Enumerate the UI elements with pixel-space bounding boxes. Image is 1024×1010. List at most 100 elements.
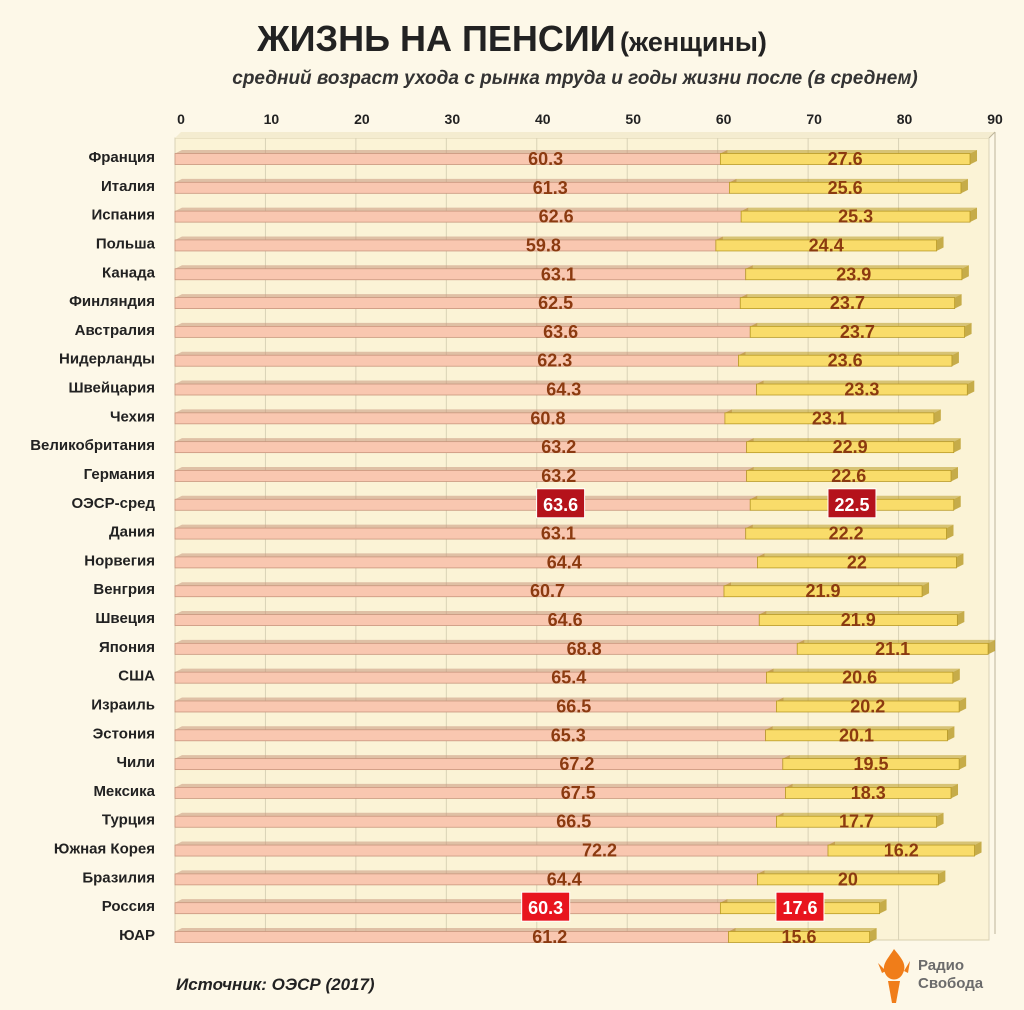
years-value-label: 21.1 bbox=[875, 639, 910, 659]
years-bar-side bbox=[967, 380, 975, 396]
age-value-label: 60.7 bbox=[530, 581, 565, 601]
years-bar-front bbox=[827, 844, 975, 857]
torch-flame-icon bbox=[878, 949, 910, 1003]
age-value-label: 62.5 bbox=[538, 293, 573, 313]
x-tick-label: 10 bbox=[264, 111, 280, 127]
x-tick-label: 30 bbox=[445, 111, 461, 127]
age-bar-front bbox=[174, 614, 760, 626]
age-bar-front bbox=[174, 181, 730, 194]
age-value-label: 67.5 bbox=[561, 783, 596, 803]
years-bar-top bbox=[738, 351, 959, 356]
years-value-label: 25.6 bbox=[828, 178, 863, 198]
years-bar bbox=[719, 150, 978, 165]
years-bar-side bbox=[951, 466, 959, 482]
years-bar-side bbox=[936, 236, 944, 251]
years-bar-top bbox=[746, 438, 961, 442]
years-bar bbox=[728, 928, 877, 943]
category-label: Польша bbox=[96, 235, 156, 252]
age-bar-top bbox=[175, 553, 765, 557]
age-bar bbox=[174, 697, 784, 713]
age-bar-front bbox=[174, 931, 729, 943]
age-bar bbox=[174, 150, 728, 165]
years-bar bbox=[756, 380, 975, 396]
age-bar-front bbox=[174, 153, 721, 165]
years-value-label: 23.7 bbox=[830, 293, 865, 313]
years-bar-side bbox=[956, 553, 964, 568]
logo-line2: Свобода bbox=[918, 975, 984, 992]
age-bar-top bbox=[175, 495, 758, 500]
age-bar-top bbox=[175, 783, 793, 788]
age-bar-top bbox=[175, 265, 753, 269]
years-bar-front bbox=[776, 815, 937, 828]
age-value-label-badge bbox=[536, 488, 586, 519]
years-bar-side bbox=[946, 524, 954, 540]
years-bar-side bbox=[952, 668, 960, 684]
years-bar-top bbox=[828, 841, 982, 846]
category-label: Россия bbox=[102, 898, 155, 915]
years-bar-side bbox=[936, 812, 944, 828]
age-bar-top bbox=[175, 409, 732, 413]
years-value-label: 21.9 bbox=[841, 610, 876, 630]
age-bar-top bbox=[175, 928, 736, 932]
age-bar bbox=[174, 351, 746, 367]
age-bar-front bbox=[174, 585, 725, 598]
years-bar-front bbox=[719, 153, 971, 165]
years-bar-top bbox=[776, 697, 967, 701]
years-bar-front bbox=[745, 527, 947, 540]
years-bar bbox=[740, 207, 978, 223]
years-bar bbox=[715, 236, 944, 252]
age-bar bbox=[174, 236, 723, 252]
category-label: Дания bbox=[109, 524, 155, 541]
years-bar-top bbox=[759, 611, 965, 615]
age-bar bbox=[174, 639, 805, 655]
years-bar-side bbox=[959, 755, 967, 770]
x-tick-label: 50 bbox=[625, 111, 641, 127]
age-bar-top bbox=[175, 322, 758, 327]
age-bar-front bbox=[174, 268, 747, 281]
years-value-label: 23.6 bbox=[828, 351, 863, 371]
age-value-label: 60.8 bbox=[530, 408, 565, 428]
years-bar-side bbox=[922, 582, 930, 597]
age-bar bbox=[174, 294, 748, 309]
years-bar-front bbox=[758, 614, 958, 626]
category-label: Мексика bbox=[93, 783, 155, 800]
years-bar-top bbox=[720, 150, 978, 154]
age-value-label: 63.6 bbox=[543, 495, 578, 515]
category-label: Нидерланды bbox=[59, 351, 155, 368]
age-value-label: 67.2 bbox=[559, 754, 594, 774]
years-bar-side bbox=[951, 783, 959, 799]
years-bar bbox=[745, 524, 954, 540]
age-bar bbox=[174, 726, 773, 742]
years-bar-front bbox=[776, 700, 960, 713]
years-bar-front bbox=[740, 210, 971, 223]
age-bar bbox=[174, 466, 754, 482]
years-value-label: 15.6 bbox=[782, 927, 817, 947]
years-bar-side bbox=[970, 150, 978, 165]
age-bar-front bbox=[174, 787, 786, 799]
chart-subtitle: средний возраст ухода с рынка труда и го… bbox=[232, 68, 918, 89]
years-bar bbox=[757, 553, 964, 569]
years-bar bbox=[745, 265, 969, 281]
years-value-label: 23.9 bbox=[836, 264, 871, 284]
years-bar bbox=[723, 582, 930, 598]
age-bar-front bbox=[174, 844, 829, 857]
chart-title-block: ЖИЗНЬ НА ПЕНСИИ (женщины) bbox=[0, 18, 1024, 60]
years-bar-side bbox=[959, 697, 967, 712]
age-bar-top bbox=[175, 755, 790, 759]
age-bar-top bbox=[175, 294, 748, 298]
age-bar-front bbox=[174, 729, 767, 742]
age-bar bbox=[174, 668, 774, 684]
age-bar bbox=[174, 928, 736, 943]
years-bar-front bbox=[745, 268, 963, 281]
age-bar-front bbox=[174, 642, 798, 655]
age-bar-top bbox=[175, 178, 737, 183]
years-bar-top bbox=[776, 812, 944, 817]
years-bar-front bbox=[728, 931, 871, 943]
years-bar-front bbox=[729, 181, 962, 194]
category-label: Турция bbox=[102, 812, 155, 829]
age-bar bbox=[174, 524, 753, 540]
age-bar-front bbox=[174, 239, 717, 252]
age-value-label: 72.2 bbox=[582, 841, 617, 861]
years-bar-side bbox=[879, 899, 887, 914]
